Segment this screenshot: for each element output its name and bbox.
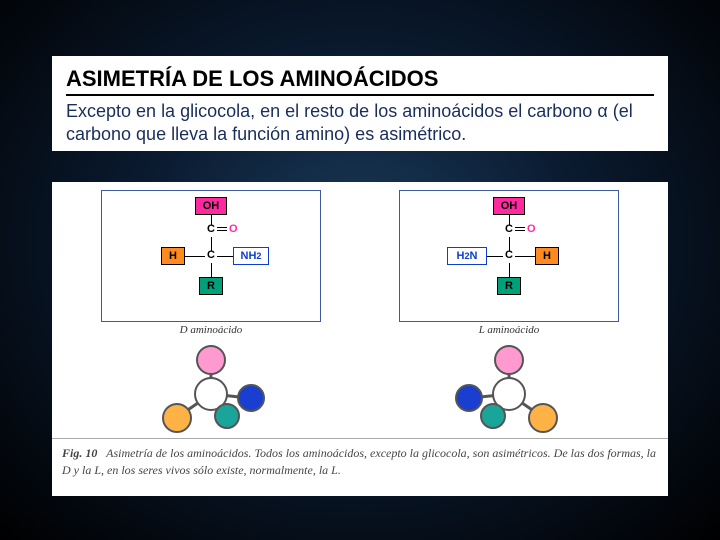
l-oh-box: OH [493,197,525,215]
figure-area: OH C O C H NH2 [52,182,668,496]
figure-caption: Fig. 10 Asimetría de los aminoácidos. To… [52,438,668,483]
l-center-c: C [505,249,513,261]
l-amino-structure: OH C O C H2N H R [419,197,599,317]
l-amino-caption: L aminoácido [479,324,540,336]
bond-line [509,263,510,277]
l-nh2-h: H [457,250,465,262]
bond-line [515,256,535,257]
d-nh2-text: NH [241,250,257,262]
bond-line [217,227,227,228]
bond-line [211,263,212,277]
slide-subtitle: Excepto en la glicocola, en el resto de … [66,100,654,145]
d-amino-caption: D aminoácido [180,324,243,336]
bond-line [515,227,525,228]
d-nh2-sub: 2 [256,251,261,261]
bond-line [217,256,233,257]
text-card: ASIMETRÍA DE LOS AMINOÁCIDOS Excepto en … [52,56,668,151]
bond-line [217,230,227,231]
ball-stick-row [52,338,668,434]
l-nh2-box: H2N [447,247,487,265]
bond-line [487,256,503,257]
l-nh2-n: N [470,250,478,262]
d-amino-structure: OH C O C H NH2 [121,197,301,317]
slide-title: ASIMETRÍA DE LOS AMINOÁCIDOS [66,66,654,96]
figure-caption-text: Asimetría de los aminoácidos. Todos los … [62,446,656,477]
l-ball-stick [399,344,619,434]
d-nh2-box: NH2 [233,247,269,265]
l-amino-column: OH C O C H2N H R [399,190,619,336]
l-r-box: R [497,277,521,295]
structure-diagram-row: OH C O C H NH2 [52,182,668,338]
d-co-o: O [229,223,238,235]
bond-line [185,256,205,257]
d-oh-box: OH [195,197,227,215]
l-co-c: C [505,223,513,235]
l-h-box: H [535,247,559,265]
d-center-c: C [207,249,215,261]
d-r-box: R [199,277,223,295]
figure-label: Fig. 10 [62,446,97,460]
d-amino-column: OH C O C H NH2 [101,190,321,336]
d-h-box: H [161,247,185,265]
bond-line [515,230,525,231]
l-co-o: O [527,223,536,235]
l-amino-panel: OH C O C H2N H R [399,190,619,322]
d-ball-stick [101,344,321,434]
d-amino-panel: OH C O C H NH2 [101,190,321,322]
d-co-c: C [207,223,215,235]
